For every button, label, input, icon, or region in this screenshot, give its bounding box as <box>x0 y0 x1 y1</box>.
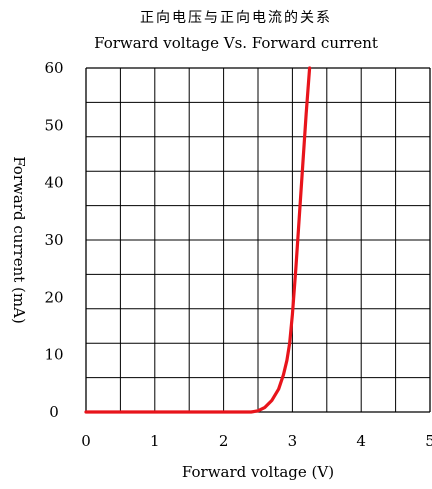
chart-subtitle: Forward voltage Vs. Forward current <box>94 34 378 52</box>
y-axis-label: Forward current (mA) <box>10 156 28 324</box>
series-line <box>84 66 312 414</box>
y-tick-label: 0 <box>49 403 59 421</box>
y-tick-label: 40 <box>44 174 63 192</box>
y-tick-labels: 0 10 20 30 40 50 60 <box>44 59 63 421</box>
series-layer <box>84 66 312 414</box>
x-tick-label: 1 <box>150 432 160 450</box>
chart-title: 正向电压与正向电流的关系 <box>140 10 332 26</box>
grid <box>85 67 431 413</box>
x-tick-labels: 0 1 2 3 4 5 <box>81 432 432 450</box>
y-tick-label: 10 <box>44 346 63 364</box>
x-tick-label: 0 <box>81 432 91 450</box>
y-tick-label: 20 <box>44 288 63 306</box>
x-tick-label: 3 <box>288 432 298 450</box>
x-tick-label: 2 <box>219 432 229 450</box>
x-axis-label: Forward voltage (V) <box>182 463 334 481</box>
y-tick-label: 60 <box>44 59 63 77</box>
y-tick-label: 30 <box>44 231 63 249</box>
y-tick-label: 50 <box>44 116 63 134</box>
x-tick-label: 4 <box>356 432 366 450</box>
x-tick-label: 5 <box>425 432 432 450</box>
